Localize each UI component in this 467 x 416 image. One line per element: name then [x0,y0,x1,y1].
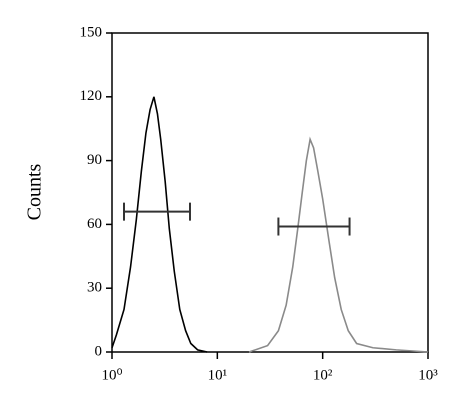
y-tick-label: 150 [80,24,103,40]
y-tick-label: 120 [80,88,103,104]
histogram-line [111,96,208,353]
x-tick-label: 10¹ [208,367,228,383]
x-tick-label: 10³ [418,367,438,383]
histogram-line [248,136,429,353]
y-tick-label: 0 [95,343,103,359]
plot-frame [111,32,429,353]
y-tick-label: 30 [87,280,102,296]
x-tick-label: 10² [313,367,333,383]
y-axis-label: Counts [24,163,46,220]
x-tick-label: 10⁰ [101,367,122,383]
y-tick-label: 90 [87,152,102,168]
y-tick-label: 60 [87,216,102,232]
